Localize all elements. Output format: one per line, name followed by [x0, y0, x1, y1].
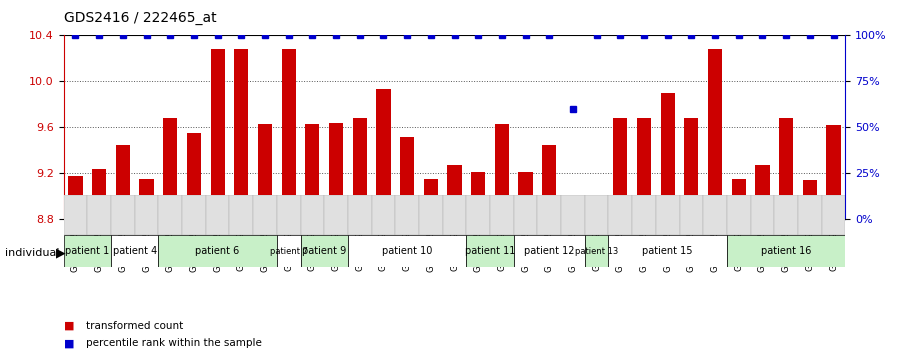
FancyBboxPatch shape: [632, 195, 656, 235]
Bar: [282, 49, 295, 219]
Text: ■: ■: [64, 321, 75, 331]
FancyBboxPatch shape: [111, 235, 158, 267]
FancyBboxPatch shape: [372, 195, 395, 235]
Bar: [400, 137, 415, 219]
FancyBboxPatch shape: [277, 195, 301, 235]
FancyBboxPatch shape: [680, 195, 704, 235]
FancyBboxPatch shape: [182, 195, 205, 235]
Bar: [424, 179, 438, 219]
FancyBboxPatch shape: [727, 235, 845, 267]
Bar: [755, 165, 770, 219]
Text: GDS2416 / 222465_at: GDS2416 / 222465_at: [64, 11, 216, 25]
Bar: [447, 165, 462, 219]
Text: patient 1: patient 1: [65, 246, 109, 256]
FancyBboxPatch shape: [135, 195, 158, 235]
FancyBboxPatch shape: [584, 195, 608, 235]
Text: percentile rank within the sample: percentile rank within the sample: [86, 338, 262, 348]
Bar: [353, 118, 367, 219]
Bar: [139, 179, 154, 219]
FancyBboxPatch shape: [348, 235, 466, 267]
Bar: [779, 118, 794, 219]
FancyBboxPatch shape: [301, 235, 348, 267]
Bar: [542, 145, 556, 219]
FancyBboxPatch shape: [64, 235, 111, 267]
Text: transformed count: transformed count: [86, 321, 184, 331]
FancyBboxPatch shape: [443, 195, 466, 235]
FancyBboxPatch shape: [111, 195, 135, 235]
Bar: [471, 172, 485, 219]
Bar: [637, 118, 651, 219]
FancyBboxPatch shape: [584, 235, 608, 267]
FancyBboxPatch shape: [561, 195, 584, 235]
Bar: [684, 118, 698, 219]
FancyBboxPatch shape: [514, 195, 537, 235]
FancyBboxPatch shape: [727, 195, 751, 235]
FancyBboxPatch shape: [490, 195, 514, 235]
FancyBboxPatch shape: [419, 195, 443, 235]
FancyBboxPatch shape: [64, 195, 87, 235]
Text: patient 10: patient 10: [382, 246, 433, 256]
FancyBboxPatch shape: [253, 195, 277, 235]
FancyBboxPatch shape: [301, 195, 325, 235]
FancyBboxPatch shape: [229, 195, 253, 235]
Bar: [258, 124, 272, 219]
Bar: [826, 125, 841, 219]
Text: patient 9: patient 9: [302, 246, 346, 256]
FancyBboxPatch shape: [656, 195, 680, 235]
FancyBboxPatch shape: [205, 195, 229, 235]
Bar: [305, 124, 319, 219]
FancyBboxPatch shape: [774, 195, 798, 235]
FancyBboxPatch shape: [537, 195, 561, 235]
FancyBboxPatch shape: [395, 195, 419, 235]
Text: patient 4: patient 4: [113, 246, 157, 256]
Bar: [661, 93, 674, 219]
FancyBboxPatch shape: [348, 195, 372, 235]
FancyBboxPatch shape: [158, 235, 277, 267]
FancyBboxPatch shape: [466, 235, 514, 267]
Bar: [187, 133, 201, 219]
Bar: [115, 145, 130, 219]
Bar: [376, 90, 391, 219]
Bar: [708, 49, 722, 219]
Text: patient 12: patient 12: [524, 246, 574, 256]
Bar: [614, 118, 627, 219]
FancyBboxPatch shape: [87, 195, 111, 235]
Text: ▶: ▶: [56, 247, 66, 259]
Bar: [732, 179, 746, 219]
Bar: [163, 118, 177, 219]
Bar: [494, 124, 509, 219]
Bar: [211, 49, 225, 219]
Text: patient 6: patient 6: [195, 246, 240, 256]
Bar: [68, 176, 83, 219]
Text: individual: individual: [5, 248, 59, 258]
FancyBboxPatch shape: [608, 235, 727, 267]
Bar: [590, 217, 604, 219]
FancyBboxPatch shape: [466, 195, 490, 235]
FancyBboxPatch shape: [798, 195, 822, 235]
FancyBboxPatch shape: [158, 195, 182, 235]
Bar: [565, 214, 580, 219]
FancyBboxPatch shape: [325, 195, 348, 235]
Text: patient 13: patient 13: [575, 247, 618, 256]
Text: patient 16: patient 16: [761, 246, 812, 256]
FancyBboxPatch shape: [822, 195, 845, 235]
Text: patient 15: patient 15: [643, 246, 693, 256]
Bar: [803, 181, 817, 219]
FancyBboxPatch shape: [751, 195, 774, 235]
Bar: [518, 172, 533, 219]
FancyBboxPatch shape: [608, 195, 632, 235]
Bar: [329, 123, 344, 219]
Text: patient 11: patient 11: [464, 246, 515, 256]
FancyBboxPatch shape: [704, 195, 727, 235]
Bar: [235, 49, 248, 219]
Bar: [92, 169, 106, 219]
FancyBboxPatch shape: [277, 235, 301, 267]
FancyBboxPatch shape: [514, 235, 584, 267]
Text: ■: ■: [64, 338, 75, 348]
Text: patient 7: patient 7: [270, 247, 307, 256]
